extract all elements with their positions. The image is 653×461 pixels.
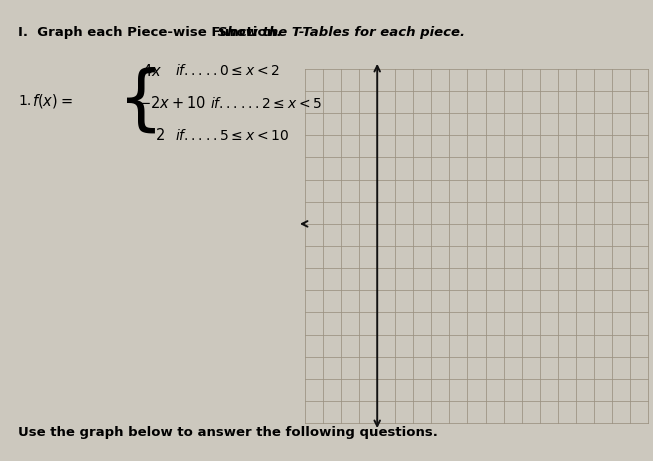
Text: $f(x)=$: $f(x)=$ — [32, 92, 72, 110]
Text: $-2x+10$: $-2x+10$ — [138, 95, 206, 111]
Text: $2$: $2$ — [155, 127, 165, 143]
Text: $if.....0\leq x<2$: $if.....0\leq x<2$ — [175, 64, 279, 78]
Text: Show the T-Tables for each piece.: Show the T-Tables for each piece. — [213, 26, 465, 39]
Text: 1.: 1. — [18, 94, 31, 108]
Text: Use the graph below to answer the following questions.: Use the graph below to answer the follow… — [18, 426, 438, 439]
Text: I.  Graph each Piece-wise Function.: I. Graph each Piece-wise Function. — [18, 26, 281, 39]
Text: {: { — [118, 66, 164, 136]
Text: $4x$: $4x$ — [142, 63, 162, 79]
Text: $if.....5\leq x<10$: $if.....5\leq x<10$ — [175, 128, 289, 142]
Text: $if......2\leq x<5$: $if......2\leq x<5$ — [210, 95, 322, 111]
